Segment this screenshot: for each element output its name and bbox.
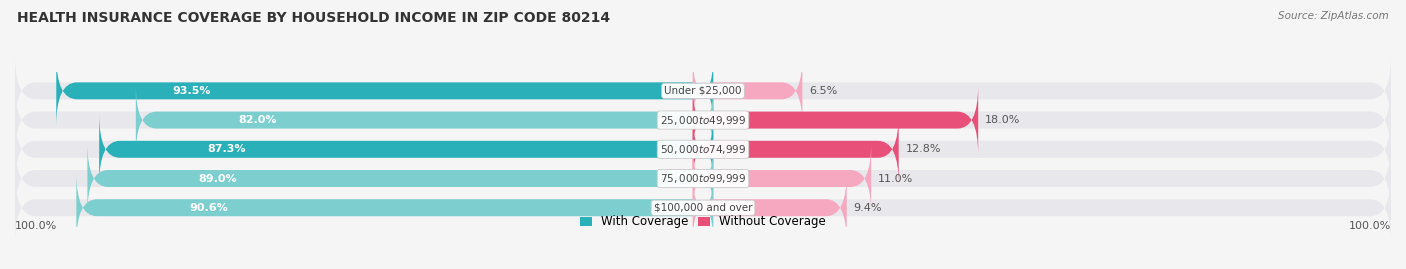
Text: 100.0%: 100.0% [15,221,58,231]
FancyBboxPatch shape [15,85,1391,155]
FancyBboxPatch shape [100,114,713,185]
FancyBboxPatch shape [693,55,803,126]
FancyBboxPatch shape [15,172,1391,243]
FancyBboxPatch shape [56,55,713,126]
Text: 18.0%: 18.0% [986,115,1021,125]
Text: 9.4%: 9.4% [853,203,882,213]
FancyBboxPatch shape [15,55,1391,126]
Text: $50,000 to $74,999: $50,000 to $74,999 [659,143,747,156]
Text: 82.0%: 82.0% [238,115,277,125]
FancyBboxPatch shape [693,85,979,155]
FancyBboxPatch shape [693,172,846,243]
Legend: With Coverage, Without Coverage: With Coverage, Without Coverage [575,211,831,233]
FancyBboxPatch shape [76,172,713,243]
Text: 6.5%: 6.5% [810,86,838,96]
Text: 93.5%: 93.5% [173,86,211,96]
Text: 90.6%: 90.6% [190,203,228,213]
Text: Source: ZipAtlas.com: Source: ZipAtlas.com [1278,11,1389,21]
Text: Under $25,000: Under $25,000 [664,86,742,96]
Text: 87.3%: 87.3% [208,144,246,154]
FancyBboxPatch shape [15,114,1391,185]
Text: HEALTH INSURANCE COVERAGE BY HOUSEHOLD INCOME IN ZIP CODE 80214: HEALTH INSURANCE COVERAGE BY HOUSEHOLD I… [17,11,610,25]
Text: 12.8%: 12.8% [905,144,941,154]
FancyBboxPatch shape [87,143,713,214]
Text: 11.0%: 11.0% [879,174,914,183]
Text: $25,000 to $49,999: $25,000 to $49,999 [659,114,747,127]
Text: 100.0%: 100.0% [1348,221,1391,231]
FancyBboxPatch shape [693,114,898,185]
Text: $100,000 and over: $100,000 and over [654,203,752,213]
Text: $75,000 to $99,999: $75,000 to $99,999 [659,172,747,185]
Text: 89.0%: 89.0% [198,174,236,183]
FancyBboxPatch shape [15,143,1391,214]
FancyBboxPatch shape [136,85,713,155]
FancyBboxPatch shape [693,143,872,214]
